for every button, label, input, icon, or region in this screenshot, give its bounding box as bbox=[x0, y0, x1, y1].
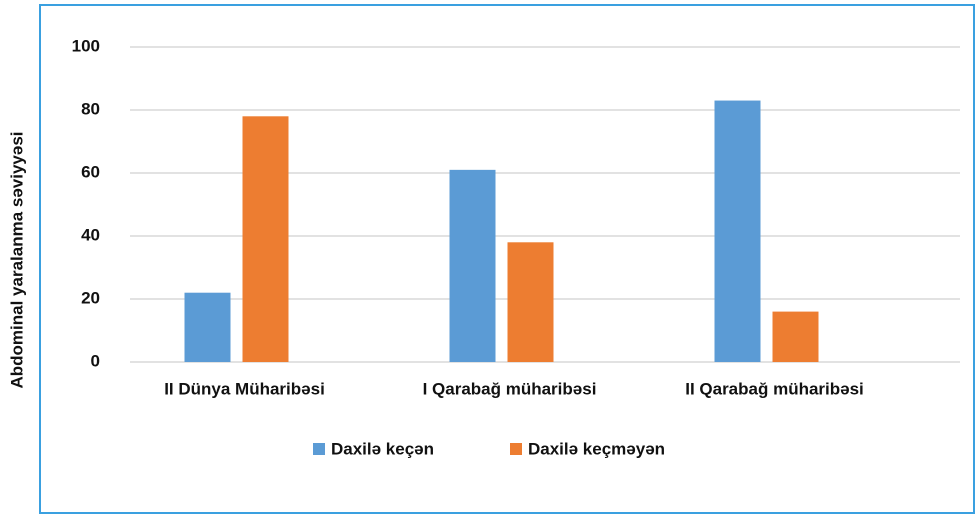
legend-swatch bbox=[313, 443, 325, 455]
bar bbox=[242, 116, 289, 362]
legend-label: Daxilə keçən bbox=[331, 439, 434, 458]
y-tick-label: 60 bbox=[81, 162, 100, 181]
bar bbox=[184, 292, 231, 362]
bar bbox=[772, 311, 819, 362]
y-tick-label: 100 bbox=[72, 36, 100, 55]
x-tick-label: II Dünya Müharibəsi bbox=[164, 379, 325, 398]
y-tick-label: 0 bbox=[91, 351, 100, 370]
bar bbox=[449, 169, 496, 362]
x-tick-label: II Qarabağ müharibəsi bbox=[685, 379, 864, 398]
chart-frame bbox=[39, 4, 975, 514]
y-tick-label: 80 bbox=[81, 99, 100, 118]
legend-swatch bbox=[510, 443, 522, 455]
y-tick-label: 20 bbox=[81, 288, 100, 307]
x-tick-label: I Qarabağ müharibəsi bbox=[423, 379, 597, 398]
y-axis-title: Abdominal yaralanma səviyyəsi bbox=[7, 131, 26, 388]
legend-label: Daxilə keçməyən bbox=[528, 439, 665, 458]
y-tick-label: 40 bbox=[81, 225, 100, 244]
bar bbox=[714, 100, 761, 363]
bar bbox=[507, 242, 554, 362]
